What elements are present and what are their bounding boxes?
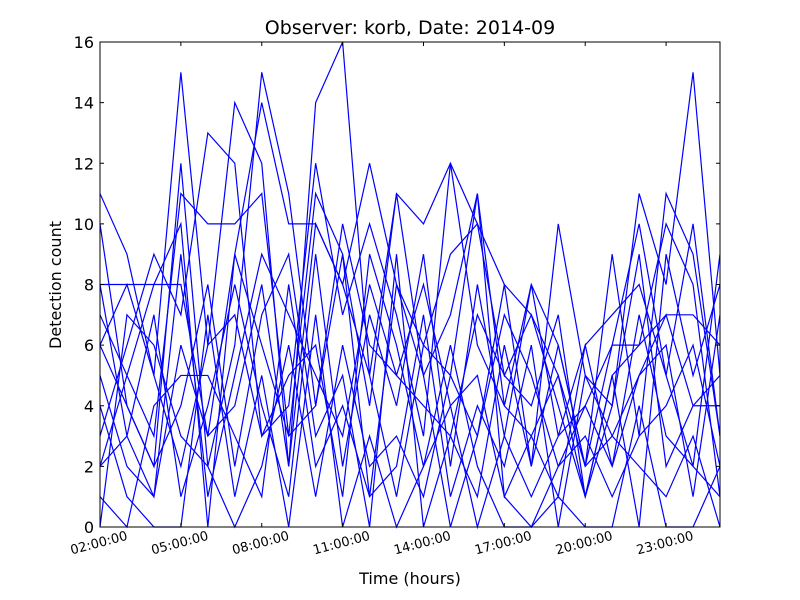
- x-tick-label-8: 23:00:00: [635, 529, 695, 559]
- y-tick-label-3: 4: [84, 397, 94, 416]
- series-line-10: [99, 314, 721, 529]
- series-line-14: [99, 221, 721, 528]
- x-tick-label-4: 11:00:00: [312, 529, 372, 559]
- x-tick-label-3: 08:00:00: [231, 529, 291, 559]
- x-axis-label: Time (hours): [358, 569, 461, 588]
- x-tick-label-5: 14:00:00: [392, 529, 452, 559]
- series-line-13: [99, 193, 721, 529]
- y-axis-label: Detection count: [46, 221, 65, 349]
- series-line-11: [99, 223, 721, 528]
- y-tick-label-7: 12: [74, 154, 94, 173]
- y-tick-label-1: 0: [84, 518, 94, 537]
- y-tick-label-2: 2: [84, 457, 94, 476]
- x-tick-label-2: 05:00:00: [150, 529, 210, 559]
- series-line-5: [99, 131, 721, 499]
- series-line-1: [99, 41, 721, 467]
- y-tick-label-4: 6: [84, 336, 94, 355]
- series-line-8: [99, 312, 721, 529]
- y-tick-label-5: 8: [84, 276, 94, 295]
- y-axis-ticks: 0 2 4 6 8 10 12 14 16: [74, 33, 720, 537]
- series-layer: [99, 41, 721, 530]
- x-tick-label-1: 02:00:00: [69, 529, 129, 559]
- y-tick-label-9: 16: [74, 33, 94, 52]
- y-tick-label-8: 14: [74, 94, 94, 113]
- y-tick-label-6: 10: [74, 215, 94, 234]
- series-line-12: [99, 254, 721, 530]
- series-line-3: [99, 191, 721, 467]
- x-tick-label-6: 17:00:00: [473, 529, 533, 559]
- x-tick-label-7: 20:00:00: [554, 529, 614, 559]
- x-axis-ticks: 02:00:00 05:00:00 08:00:00 11:00:00 14:00:00…: [69, 42, 695, 558]
- chart-title: Observer: korb, Date: 2014-09: [265, 17, 555, 39]
